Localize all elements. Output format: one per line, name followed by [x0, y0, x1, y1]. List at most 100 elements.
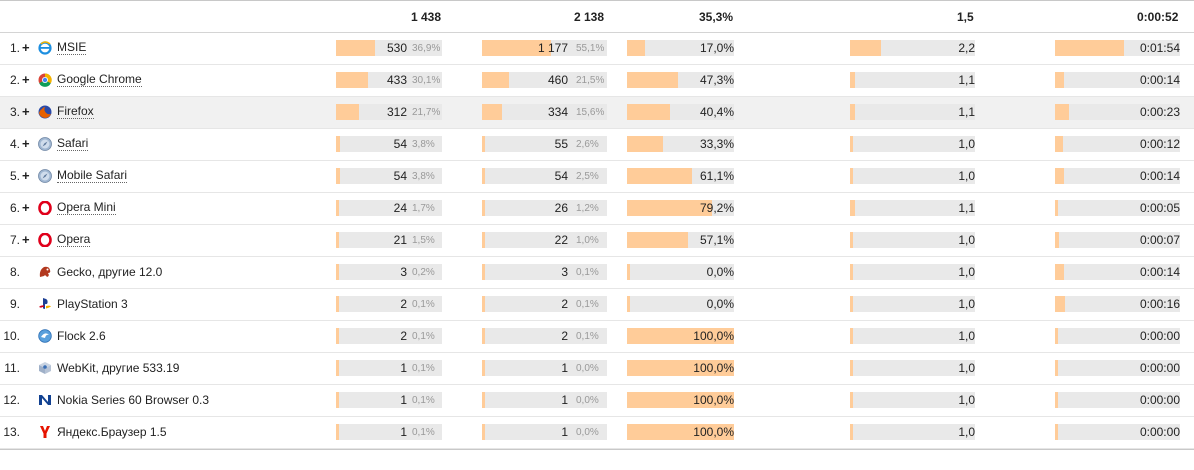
expand-icon[interactable]: +: [22, 104, 30, 119]
table-row: 2. + Google Chrome 433 30,1% 460 21,5% 47,3% 1,1…: [0, 65, 1194, 97]
browser-name[interactable]: Firefox: [57, 104, 94, 119]
visits-value: 1: [400, 393, 407, 407]
pageviews-percent: 0,0%: [576, 395, 599, 406]
depth-bar-fill: [850, 392, 853, 408]
bounce-bar: [627, 360, 734, 376]
depth-value: 1,0: [958, 361, 975, 375]
bounce-bar-fill: [627, 168, 692, 184]
expand-icon[interactable]: +: [22, 168, 30, 183]
expand-icon[interactable]: +: [22, 232, 30, 247]
expand-icon[interactable]: +: [22, 136, 30, 151]
time-bar: [1055, 360, 1180, 376]
visits-bar: [336, 104, 442, 120]
total-visits: 1 438: [411, 10, 442, 24]
pageviews-bar-fill: [482, 264, 485, 280]
depth-bar-fill: [850, 104, 855, 120]
bounce-value: 33,3%: [699, 137, 734, 151]
pageviews-bar: [482, 360, 607, 376]
visits-bar: [336, 72, 442, 88]
table-row: 8. Gecko, другие 12.0 3 0,2% 3 0,1% 0,0% 1,0 0:0…: [0, 257, 1194, 289]
pageviews-bar-fill: [482, 392, 485, 408]
bounce-bar-fill: [627, 328, 734, 344]
browser-name[interactable]: Safari: [57, 136, 89, 151]
bounce-value: 0,0%: [706, 297, 734, 311]
bounce-bar: [627, 296, 734, 312]
expand-icon[interactable]: +: [22, 200, 30, 215]
bounce-bar-fill: [627, 104, 670, 120]
expand-icon[interactable]: +: [22, 40, 30, 55]
depth-value: 1,0: [958, 265, 975, 279]
visits-bar: [336, 424, 442, 440]
nokia-icon: [38, 393, 52, 407]
visits-value: 54: [393, 169, 407, 183]
browser-name[interactable]: Opera: [57, 232, 91, 247]
pageviews-bar: [482, 136, 607, 152]
time-value: 0:00:07: [1139, 233, 1180, 247]
time-bar-fill: [1055, 104, 1069, 120]
pageviews-bar: [482, 328, 607, 344]
bounce-bar-fill: [627, 136, 663, 152]
row-number: 5.: [9, 169, 20, 183]
bounce-value: 57,1%: [699, 233, 734, 247]
bounce-bar: [627, 232, 734, 248]
pageviews-bar: [482, 264, 607, 280]
table-row: 4. + Safari 54 3,8% 55 2,6% 33,3% 1,0 0:00:12: [0, 129, 1194, 161]
expand-icon[interactable]: +: [22, 72, 30, 87]
time-value: 0:00:00: [1139, 361, 1180, 375]
time-bar: [1055, 104, 1180, 120]
pageviews-percent: 1,0%: [576, 235, 599, 246]
browser-name: Яндекс.Браузер 1.5: [57, 425, 167, 439]
pageviews-bar-fill: [482, 200, 485, 216]
time-bar: [1055, 424, 1180, 440]
visits-percent: 30,1%: [412, 75, 441, 86]
time-value: 0:00:00: [1139, 329, 1180, 343]
bounce-value: 79,2%: [699, 201, 734, 215]
time-value: 0:00:00: [1139, 425, 1180, 439]
row-number: 10.: [3, 329, 20, 343]
browser-name: PlayStation 3: [57, 297, 128, 311]
browser-name[interactable]: MSIE: [57, 40, 87, 55]
visits-percent: 0,1%: [412, 427, 435, 438]
row-number: 9.: [9, 297, 20, 311]
depth-bar-fill: [850, 360, 853, 376]
time-bar-fill: [1055, 40, 1124, 56]
opera-icon: [38, 232, 52, 248]
time-bar: [1055, 232, 1180, 248]
depth-bar: [850, 264, 975, 280]
pageviews-bar-fill: [482, 168, 485, 184]
browser-name: Nokia Series 60 Browser 0.3: [57, 393, 210, 407]
visits-percent: 1,7%: [412, 203, 435, 214]
bounce-bar: [627, 40, 734, 56]
pageviews-percent: 2,6%: [576, 139, 599, 150]
time-value: 0:00:05: [1139, 201, 1180, 215]
bounce-bar-fill: [627, 360, 734, 376]
pageviews-bar-fill: [482, 328, 485, 344]
time-bar: [1055, 296, 1180, 312]
pageviews-bar: [482, 168, 607, 184]
total-bounce: 35,3%: [699, 10, 734, 24]
depth-value: 1,1: [958, 105, 975, 119]
row-number: 13.: [3, 425, 20, 439]
pageviews-value: 2: [561, 297, 568, 311]
time-bar-fill: [1055, 328, 1058, 344]
pageviews-value: 1: [561, 393, 568, 407]
visits-bar-fill: [336, 72, 368, 88]
table-row: 10. Flock 2.6 2 0,1% 2 0,1% 100,0% 1,0 0:00:00: [0, 321, 1194, 353]
bounce-value: 100,0%: [693, 329, 734, 343]
browser-name[interactable]: Opera Mini: [57, 200, 116, 215]
time-bar-fill: [1055, 136, 1063, 152]
visits-percent: 0,1%: [412, 299, 435, 310]
pageviews-bar-fill: [482, 360, 485, 376]
pageviews-percent: 0,0%: [576, 363, 599, 374]
yandex-icon: [38, 425, 52, 439]
row-number: 2.: [9, 73, 20, 87]
visits-percent: 3,8%: [412, 139, 435, 150]
browser-name[interactable]: Google Chrome: [57, 72, 142, 87]
depth-value: 1,0: [958, 169, 975, 183]
time-value: 0:01:54: [1139, 41, 1180, 55]
row-number: 1.: [9, 41, 20, 55]
pageviews-value: 1: [561, 361, 568, 375]
browser-name[interactable]: Mobile Safari: [57, 168, 128, 183]
time-bar-fill: [1055, 264, 1064, 280]
row-number: 11.: [4, 361, 20, 375]
